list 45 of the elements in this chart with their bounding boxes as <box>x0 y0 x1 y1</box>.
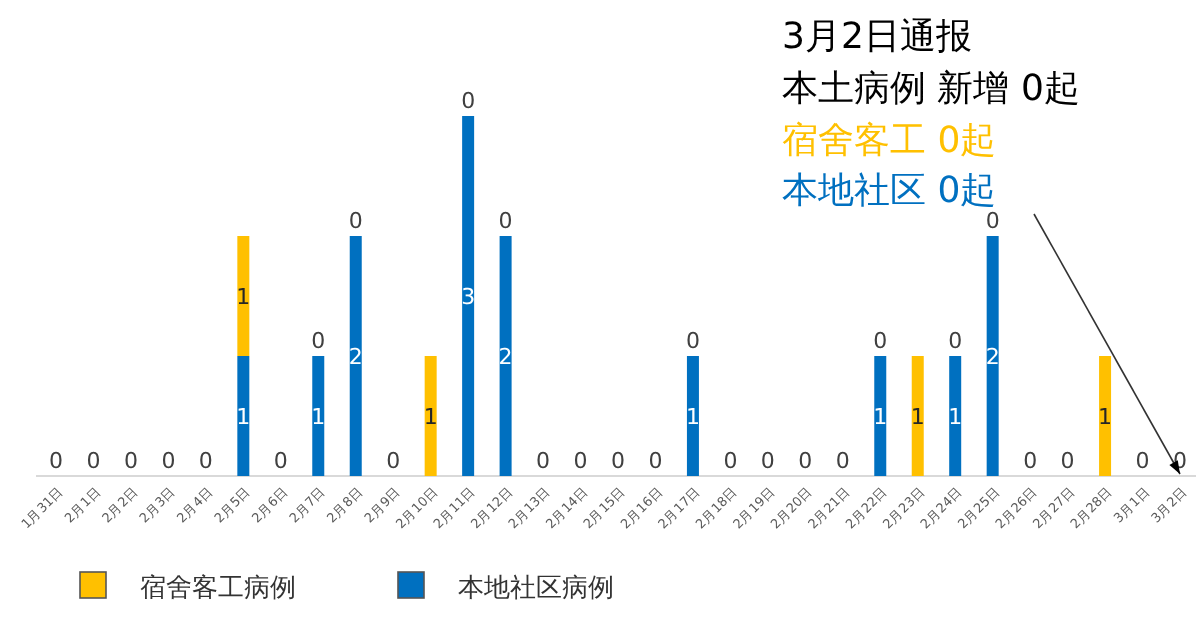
data-label: 0 <box>798 448 813 474</box>
data-label: 0 <box>348 208 363 234</box>
data-label: 0 <box>161 448 176 474</box>
chart-subtitle: 本土病例 新增 0起 <box>782 68 1080 110</box>
data-label: 0 <box>873 328 888 354</box>
data-label: 0 <box>611 448 625 474</box>
data-label: 0 <box>723 448 738 474</box>
data-label: 0 <box>86 448 101 474</box>
data-label: 0 <box>386 448 401 474</box>
data-label: 0 <box>461 88 476 114</box>
data-label: 1 <box>423 404 438 430</box>
chart-title: 3月2日通报 <box>782 16 972 58</box>
data-label: 0 <box>573 448 588 474</box>
data-label: 1 <box>685 404 700 430</box>
data-label: 1 <box>236 404 251 430</box>
annotation: 本地社区 0起 <box>782 170 997 212</box>
data-label: 1 <box>311 404 326 430</box>
data-label: 0 <box>536 448 551 474</box>
data-label: 0 <box>1060 448 1075 474</box>
data-label: 2 <box>348 344 363 370</box>
legend-label: 宿舍客工病例 <box>140 572 296 604</box>
annotation: 宿舍客工 0起 <box>782 120 997 162</box>
data-label: 0 <box>1135 448 1150 474</box>
data-label: 0 <box>123 448 138 474</box>
data-label: 0 <box>685 328 700 354</box>
data-label: 0 <box>835 448 850 474</box>
data-label: 1 <box>948 404 963 430</box>
data-label: 0 <box>49 448 63 474</box>
data-label: 2 <box>985 344 1000 370</box>
legend-label: 本地社区病例 <box>458 574 614 604</box>
data-label: 0 <box>985 208 1000 234</box>
data-label: 2 <box>498 344 513 370</box>
data-label: 0 <box>273 448 288 474</box>
data-label: 0 <box>1023 448 1038 474</box>
data-label: 3 <box>461 284 476 310</box>
data-label: 1 <box>1098 404 1113 430</box>
data-label: 0 <box>311 328 326 354</box>
data-label: 0 <box>760 448 775 474</box>
data-label: 0 <box>648 448 663 474</box>
data-label: 1 <box>236 284 251 310</box>
data-label: 0 <box>498 208 513 234</box>
data-label: 0 <box>948 328 963 354</box>
data-label: 1 <box>910 404 925 430</box>
data-label: 0 <box>198 448 213 474</box>
data-label: 1 <box>873 404 888 430</box>
